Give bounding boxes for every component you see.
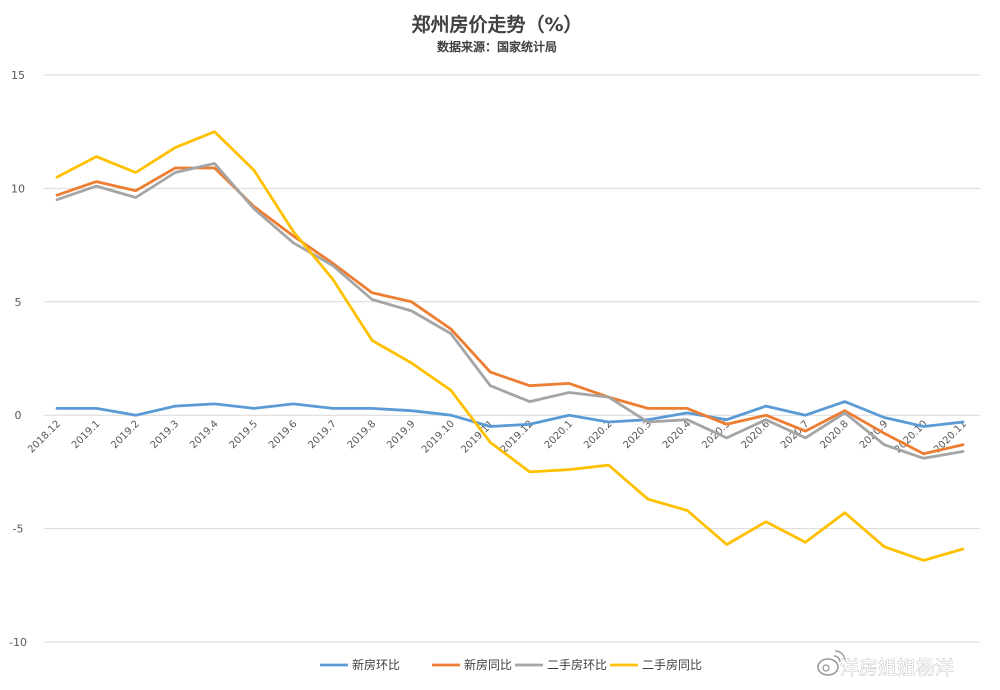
y-tick-label: -5 [13, 523, 24, 536]
x-tick-label: 2019.10 [420, 419, 457, 456]
x-tick-label: 2020.1 [543, 419, 576, 452]
x-tick-label: 2020.8 [818, 419, 851, 452]
x-tick-label: 2019.9 [385, 419, 418, 452]
legend-label-2: 二手房环比 [547, 657, 607, 672]
y-axis: 15 10 5 0 -5 -10 [9, 69, 27, 649]
y-tick-label: 0 [15, 409, 22, 422]
chart-title: 郑州房价走势（%） [411, 13, 582, 36]
y-tick-label: 5 [15, 296, 22, 309]
series-line-2 [55, 162, 965, 460]
series-lines [55, 130, 965, 562]
y-tick-label: 10 [11, 182, 25, 195]
x-tick-label: 2019.7 [306, 419, 339, 452]
legend-label-3: 二手房同比 [642, 657, 702, 672]
watermark: 洋房姐姐杨洋 [817, 650, 954, 679]
x-tick-label: 2018.12 [26, 419, 63, 456]
y-tick-label: 15 [11, 69, 25, 82]
grid [44, 74, 980, 643]
x-tick-label: 2020.3 [621, 419, 654, 452]
weibo-logo-icon [817, 650, 846, 676]
x-tick-label: 2019.6 [267, 419, 300, 452]
legend-label-0: 新房环比 [352, 657, 400, 672]
x-tick-label: 2020.2 [582, 419, 615, 452]
x-tick-label: 2019.1 [70, 419, 103, 452]
x-tick-label: 2019.8 [346, 419, 379, 452]
x-tick-label: 2019.2 [109, 419, 142, 452]
y-tick-label: -10 [9, 636, 27, 649]
x-tick-label: 2019.4 [188, 419, 221, 452]
chart-subtitle: 数据来源：国家统计局 [437, 39, 557, 54]
legend: 新房环比 新房同比 二手房环比 二手房同比 [320, 657, 702, 672]
x-tick-label: 2020.4 [661, 419, 694, 452]
series-line-0 [55, 400, 965, 428]
x-tick-label: 2019.3 [149, 419, 182, 452]
series-line-3 [55, 130, 965, 562]
x-tick-label: 2019.5 [228, 419, 261, 452]
legend-label-1: 新房同比 [464, 657, 512, 672]
series-line-1 [55, 166, 965, 456]
watermark-text: 洋房姐姐杨洋 [840, 657, 954, 679]
